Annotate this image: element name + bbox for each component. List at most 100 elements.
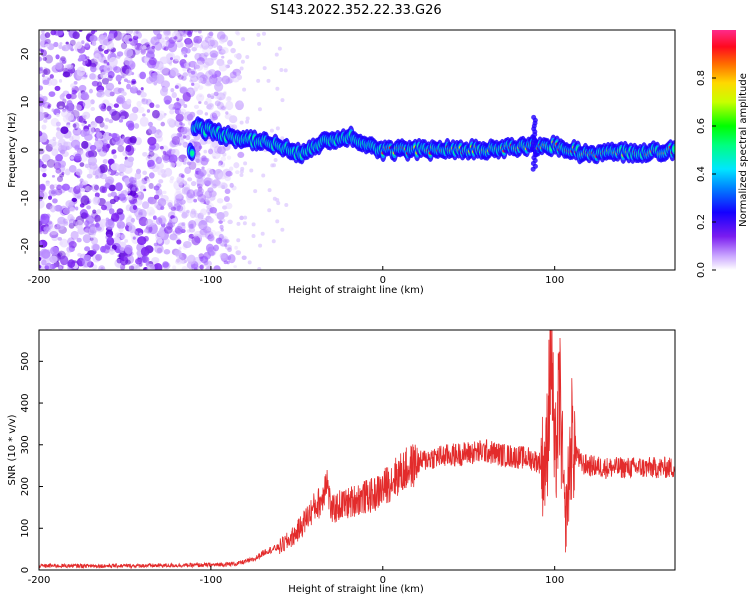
noise-speckle bbox=[207, 211, 211, 216]
colorbar-ticks: 0.0 0.2 0.4 0.6 0.8 bbox=[696, 70, 716, 278]
noise-speckle bbox=[83, 74, 88, 78]
noise-speckle bbox=[54, 85, 61, 91]
noise-speckle bbox=[141, 201, 150, 210]
noise-speckle bbox=[180, 126, 188, 135]
noise-speckle bbox=[161, 33, 169, 41]
noise-speckle bbox=[48, 139, 57, 148]
noise-speckle bbox=[185, 39, 192, 45]
noise-speckle bbox=[128, 38, 133, 42]
noise-speckle bbox=[200, 208, 207, 216]
noise-speckle bbox=[280, 98, 285, 103]
noise-speckle bbox=[245, 119, 250, 124]
noise-speckle bbox=[136, 100, 142, 108]
ridge-blob bbox=[672, 145, 675, 153]
noise-speckle bbox=[193, 87, 198, 92]
noise-speckle bbox=[205, 180, 212, 186]
noise-speckle bbox=[176, 97, 180, 102]
noise-speckle bbox=[153, 263, 163, 270]
noise-speckle bbox=[218, 63, 228, 72]
noise-speckle bbox=[240, 37, 245, 42]
spectrogram-heatmap bbox=[39, 30, 675, 270]
noise-speckle bbox=[106, 48, 110, 52]
noise-speckle bbox=[99, 121, 105, 128]
noise-speckle bbox=[148, 182, 154, 189]
noise-speckle bbox=[181, 222, 186, 227]
noise-speckle bbox=[116, 220, 126, 230]
noise-speckle bbox=[179, 199, 186, 205]
noise-speckle bbox=[120, 73, 127, 79]
noise-speckle bbox=[194, 212, 199, 219]
noise-speckle bbox=[147, 47, 155, 55]
noise-speckle bbox=[217, 146, 226, 155]
noise-speckle bbox=[235, 170, 240, 175]
noise-speckle bbox=[91, 183, 100, 193]
noise-speckle bbox=[168, 154, 178, 164]
noise-speckle bbox=[222, 218, 226, 223]
noise-speckle bbox=[209, 229, 217, 237]
noise-speckle bbox=[83, 128, 90, 137]
noise-speckle bbox=[214, 81, 224, 92]
noise-speckle bbox=[203, 64, 209, 71]
noise-speckle bbox=[87, 124, 92, 128]
noise-speckle bbox=[162, 155, 170, 164]
noise-speckle bbox=[163, 238, 170, 245]
noise-speckle bbox=[194, 217, 204, 226]
noise-speckle bbox=[123, 165, 133, 174]
noise-speckle bbox=[57, 236, 63, 241]
noise-speckle bbox=[223, 90, 227, 95]
noise-speckle bbox=[247, 260, 252, 265]
noise-speckle bbox=[176, 199, 181, 204]
noise-speckle bbox=[205, 243, 214, 253]
noise-speckle bbox=[41, 124, 47, 130]
noise-speckle bbox=[91, 243, 101, 252]
noise-speckle bbox=[166, 199, 174, 207]
noise-speckle bbox=[183, 104, 188, 108]
noise-speckle bbox=[134, 172, 142, 180]
noise-speckle bbox=[187, 177, 193, 182]
noise-speckle bbox=[43, 226, 50, 232]
noise-speckle bbox=[84, 246, 91, 252]
noise-speckle bbox=[141, 56, 145, 60]
noise-speckle bbox=[58, 164, 66, 173]
noise-speckle bbox=[108, 56, 118, 67]
noise-speckle bbox=[180, 139, 185, 144]
noise-speckle bbox=[233, 53, 239, 58]
noise-speckle bbox=[67, 259, 76, 268]
noise-speckle bbox=[193, 35, 203, 44]
noise-speckle bbox=[163, 95, 172, 105]
noise-speckle bbox=[82, 111, 91, 120]
colorbar-tick-label: 0.8 bbox=[696, 70, 707, 86]
noise-speckle bbox=[219, 181, 228, 189]
noise-speckle bbox=[104, 176, 115, 185]
noise-speckle bbox=[44, 38, 51, 45]
noise-speckle bbox=[158, 179, 164, 184]
noise-speckle bbox=[253, 189, 258, 194]
noise-speckle bbox=[126, 98, 132, 105]
noise-speckle bbox=[76, 195, 81, 199]
snr-y-tick-label: 200 bbox=[20, 477, 31, 496]
noise-speckle bbox=[147, 136, 157, 146]
colorbar-tick-label: 0.6 bbox=[696, 118, 707, 134]
noise-speckle bbox=[126, 195, 133, 201]
spectrogram-y-label: Frequency (Hz) bbox=[7, 112, 18, 188]
noise-speckle bbox=[110, 191, 117, 197]
noise-speckle bbox=[66, 124, 71, 129]
noise-speckle bbox=[79, 153, 88, 163]
noise-speckle bbox=[42, 56, 48, 62]
noise-speckle bbox=[75, 41, 83, 50]
noise-speckle bbox=[168, 103, 175, 110]
noise-speckle bbox=[171, 217, 178, 223]
noise-speckle bbox=[190, 180, 197, 187]
noise-speckle bbox=[197, 188, 205, 195]
noise-speckle bbox=[155, 156, 163, 164]
noise-speckle bbox=[86, 205, 92, 210]
noise-speckle bbox=[57, 30, 64, 36]
noise-speckle bbox=[239, 66, 244, 71]
snr-x-tick-label: -200 bbox=[28, 575, 51, 586]
noise-speckle bbox=[59, 42, 63, 45]
noise-speckle bbox=[59, 57, 67, 64]
noise-speckle bbox=[185, 47, 191, 54]
noise-speckle bbox=[104, 88, 113, 97]
noise-speckle bbox=[188, 237, 192, 242]
